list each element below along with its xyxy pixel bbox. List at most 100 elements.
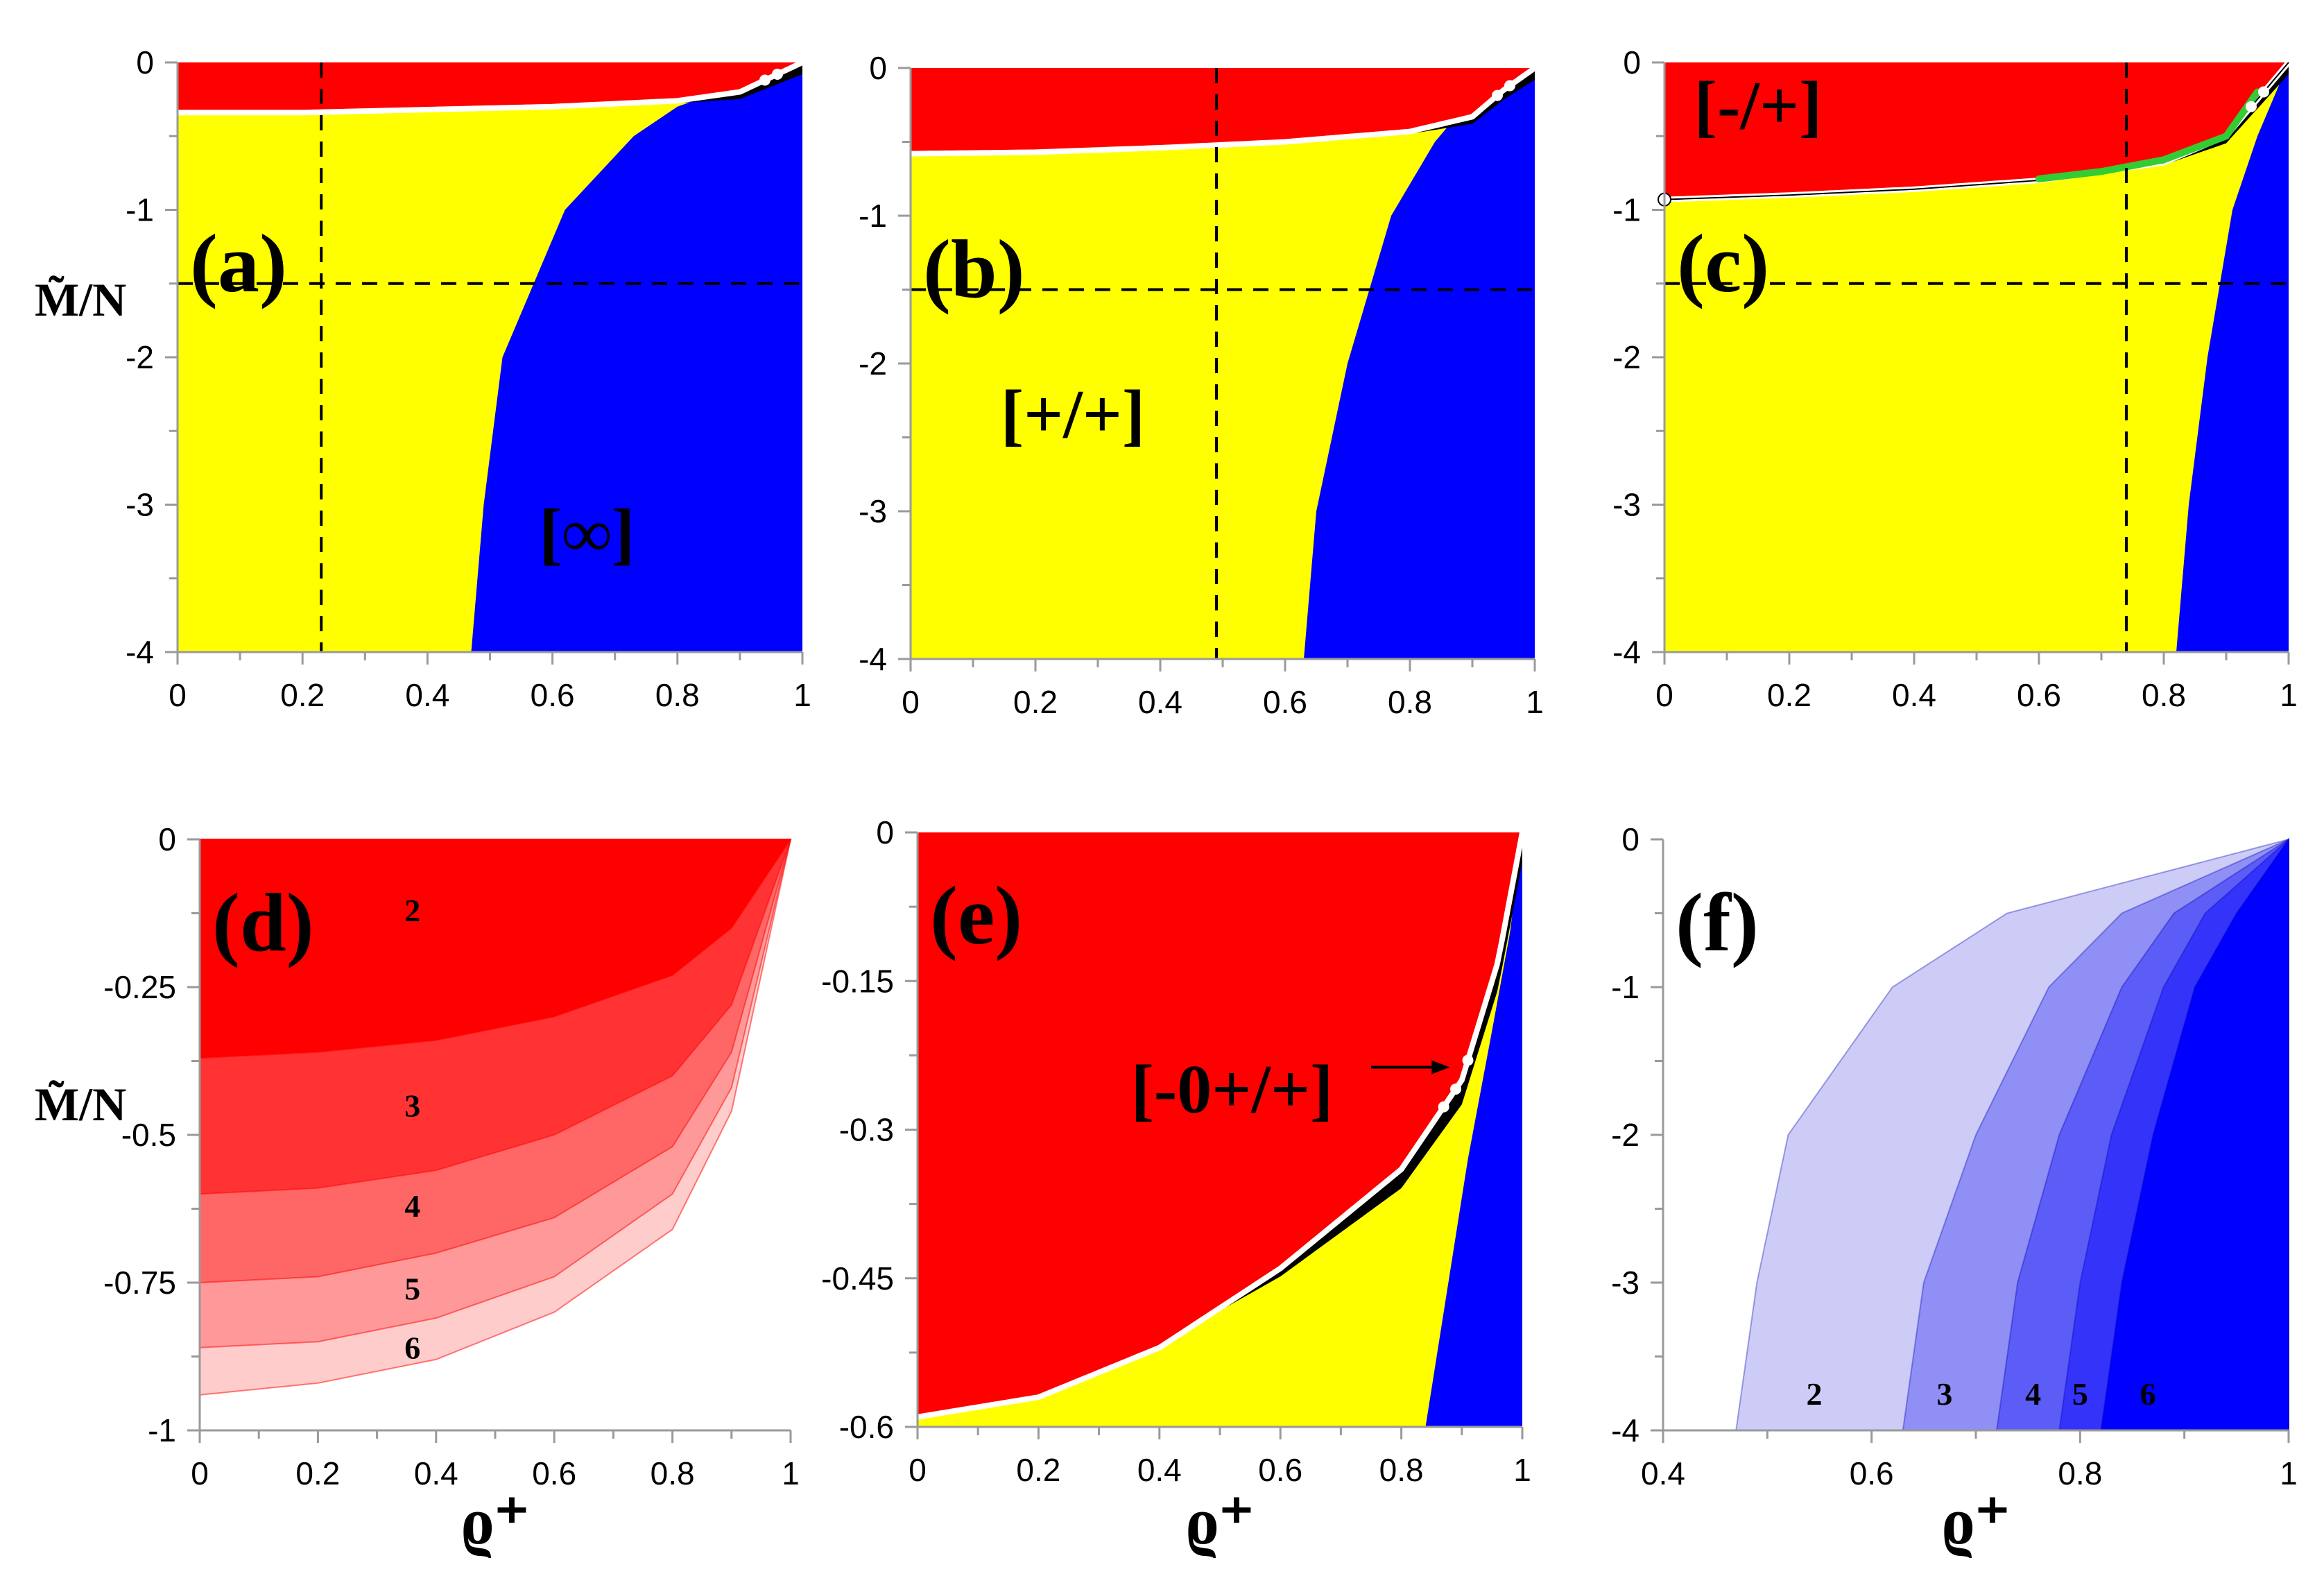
x-tick-label: 1	[1526, 684, 1544, 720]
y-tick-label: -2	[1611, 1117, 1639, 1153]
x-tick-label: 0.2	[295, 1455, 340, 1491]
series-label-3: 3	[1936, 1376, 1952, 1412]
x-axis-title: ϱ⁺	[461, 1484, 530, 1558]
y-tick-label: -2	[126, 339, 154, 375]
panel-b: 0 0.2 0.4 0.6 0.8 1 0 -1 -2 -3 -4 (b) [+/+]	[859, 50, 1544, 720]
x-tick-label: 0.2	[1767, 677, 1811, 713]
region-black	[2133, 62, 2289, 167]
panel-label: (f)	[1676, 876, 1759, 968]
y-axis-title: M̃/N	[35, 273, 126, 326]
boundary-marker	[1438, 1101, 1449, 1113]
y-axis-title: M̃/N	[35, 1078, 126, 1131]
panel-f: 2 3 4 5 6 0.4 0.6 0.8 1 0 -1 -2 -3 -4 (f) ϱ⁺	[1611, 821, 2298, 1558]
y-tick-label: -0.45	[821, 1260, 894, 1296]
region-annotation: [-0+/+]	[1131, 1051, 1334, 1128]
x-tick-label: 0.4	[1641, 1455, 1685, 1491]
x-tick-label: 0.6	[1258, 1452, 1302, 1488]
y-tick-label: -0.5	[121, 1117, 176, 1153]
x-tick-label: 1	[793, 677, 811, 713]
y-tick-label: -1	[859, 198, 887, 234]
x-tick-label: 0.4	[414, 1455, 458, 1491]
boundary-marker	[2258, 86, 2269, 98]
x-tick-label: 0.4	[1137, 1452, 1182, 1488]
panel-label: (e)	[930, 869, 1022, 961]
boundary-green-segment	[2035, 88, 2261, 182]
x-tick-label: 1	[782, 1455, 800, 1491]
y-tick-label: -1	[148, 1412, 176, 1448]
region-annotation: [+/+]	[1001, 376, 1145, 453]
x-tick-label: 0.4	[1892, 677, 1936, 713]
region-blue	[1304, 68, 1535, 659]
panel-e: 0 0.2 0.4 0.6 0.8 1 0 -0.15 -0.3 -0.45 -0.6 (e) ϱ⁺ [-…	[821, 814, 1531, 1558]
y-tick-label: -4	[1612, 634, 1641, 670]
x-tick-label: 0	[191, 1455, 209, 1491]
series-label-6: 6	[2140, 1376, 2156, 1412]
y-tick-label: 0	[876, 814, 894, 850]
region-annotation: [-/+]	[1694, 67, 1823, 144]
y-tick-label: -0.3	[839, 1112, 894, 1148]
series-label-6: 6	[404, 1330, 420, 1366]
y-tick-label: 0	[136, 44, 154, 80]
annotation-arrowhead	[1431, 1060, 1450, 1075]
area-layer-6	[2100, 837, 2289, 1431]
region-red	[918, 832, 1522, 1417]
series-label-2: 2	[1806, 1376, 1822, 1412]
panel-label: (c)	[1677, 217, 1769, 309]
x-tick-label: 0.8	[651, 1455, 695, 1491]
x-tick-label: 1	[2280, 677, 2298, 713]
y-tick-label: 0	[1623, 44, 1641, 80]
y-tick-label: -4	[1611, 1412, 1639, 1448]
series-label-4: 4	[404, 1188, 420, 1224]
x-tick-label: 0.6	[532, 1455, 576, 1491]
x-tick-label: 0.2	[280, 677, 325, 713]
y-tick-label: -3	[126, 487, 154, 523]
region-blue	[471, 62, 802, 652]
panel-label: (b)	[923, 223, 1025, 315]
panel-label: (a)	[190, 217, 287, 309]
y-tick-label: -2	[1612, 339, 1641, 375]
x-tick-label: 0	[1655, 677, 1673, 713]
panel-label: (d)	[212, 876, 314, 968]
boundary-marker	[759, 74, 771, 86]
y-tick-label: -4	[126, 634, 154, 670]
y-tick-label: -0.25	[103, 969, 176, 1005]
x-tick-label: 0.6	[1850, 1455, 1894, 1491]
y-tick-label: -3	[1612, 487, 1641, 523]
x-tick-label: 0.8	[2142, 677, 2186, 713]
boundary-white-curve	[910, 65, 1537, 157]
y-tick-label: -4	[859, 641, 887, 677]
x-tick-label: 0.8	[1379, 1452, 1424, 1488]
y-tick-label: -0.6	[839, 1409, 894, 1445]
y-tick-label: -0.75	[103, 1265, 176, 1301]
x-tick-label: 0.8	[655, 677, 700, 713]
y-tick-label: -0.15	[821, 963, 894, 999]
series-label-3: 3	[404, 1088, 420, 1123]
boundary-marker	[2246, 101, 2257, 112]
x-tick-label: 0	[169, 677, 187, 713]
x-tick-label: 1	[2280, 1455, 2298, 1491]
panel-d: 2 3 4 5 6 0 0.2 0.4 0.6 0.8 1 0 -0.25 -0.5 -0.75 -1 (d) M…	[35, 821, 800, 1558]
y-tick-label: 0	[158, 821, 176, 857]
boundary-marker	[1504, 80, 1515, 92]
series-label-5: 5	[404, 1272, 420, 1307]
panel-c: 0 0.2 0.4 0.6 0.8 1 0 -1 -2 -3 -4 (c) [-/+]	[1612, 44, 2298, 713]
y-tick-label: -3	[859, 493, 887, 529]
x-tick-label: 0.2	[1016, 1452, 1060, 1488]
y-tick-label: 0	[1621, 821, 1639, 857]
x-axis-title: ϱ⁺	[1186, 1484, 1255, 1558]
x-tick-label: 0.4	[1138, 684, 1182, 720]
boundary-marker	[771, 69, 783, 80]
y-tick-label: -1	[1611, 969, 1639, 1005]
x-tick-label: 0	[909, 1452, 927, 1488]
panel-a: 0 0.2 0.4 0.6 0.8 1 0 -1 -2 -3 -4 (a) M̃/N [∞]	[35, 44, 811, 713]
region-blue	[1425, 832, 1522, 1427]
x-tick-label: 0.4	[405, 677, 449, 713]
y-tick-label: -1	[126, 192, 154, 228]
y-tick-label: 0	[869, 50, 887, 86]
region-annotation: [∞]	[539, 495, 635, 572]
boundary-white-curve	[178, 60, 804, 116]
boundary-marker	[1450, 1083, 1462, 1095]
x-tick-label: 0.6	[531, 677, 575, 713]
x-tick-label: 0.6	[1263, 684, 1307, 720]
